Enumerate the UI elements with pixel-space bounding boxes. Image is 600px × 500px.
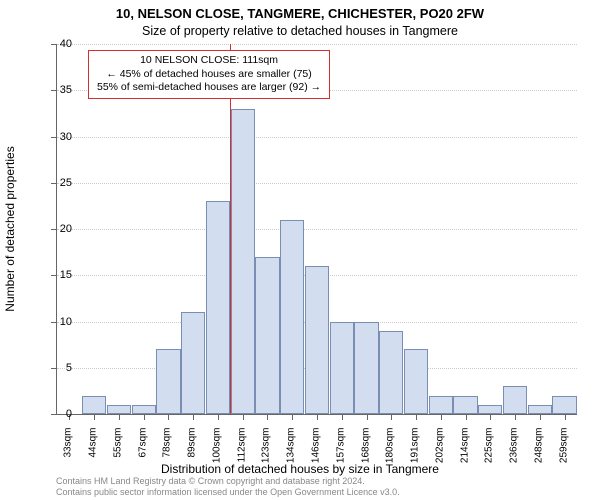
x-tick-label: 225sqm: [484, 428, 495, 478]
callout-line: ← 45% of detached houses are smaller (75…: [97, 68, 321, 82]
histogram-bar: [181, 312, 205, 414]
y-axis-title: Number of detached properties: [3, 146, 17, 311]
chart-title-sub: Size of property relative to detached ho…: [0, 24, 600, 38]
histogram-bar: [503, 386, 527, 414]
x-tick: [267, 414, 268, 420]
x-tick-label: 202sqm: [434, 428, 445, 478]
histogram-bar: [330, 322, 354, 415]
histogram-bar: [156, 349, 180, 414]
x-tick: [218, 414, 219, 420]
y-tick-label: 40: [48, 38, 72, 50]
x-tick-label: 134sqm: [286, 428, 297, 478]
x-tick: [119, 414, 120, 420]
histogram-bar: [453, 396, 477, 415]
x-tick: [317, 414, 318, 420]
x-tick-label: 180sqm: [385, 428, 396, 478]
y-tick-label: 25: [48, 177, 72, 189]
histogram-bar: [132, 405, 156, 414]
x-tick-label: 67sqm: [137, 428, 148, 478]
histogram-bar: [478, 405, 502, 414]
x-tick: [540, 414, 541, 420]
x-tick-label: 78sqm: [162, 428, 173, 478]
histogram-bar: [82, 396, 106, 415]
x-tick: [441, 414, 442, 420]
callout-line: 10 NELSON CLOSE: 111sqm: [97, 54, 321, 68]
x-tick-label: 157sqm: [335, 428, 346, 478]
histogram-bar: [305, 266, 329, 414]
gridline: [57, 183, 577, 184]
histogram-bar: [429, 396, 453, 415]
gridline: [57, 229, 577, 230]
x-tick-label: 33sqm: [63, 428, 74, 478]
gridline: [57, 44, 577, 45]
histogram-bar: [107, 405, 131, 414]
histogram-bar: [404, 349, 428, 414]
gridline: [57, 137, 577, 138]
x-tick: [342, 414, 343, 420]
callout-box: 10 NELSON CLOSE: 111sqm← 45% of detached…: [88, 50, 330, 99]
histogram-bar: [552, 396, 576, 415]
x-tick-label: 89sqm: [187, 428, 198, 478]
reference-line: [230, 44, 231, 414]
x-tick-label: 259sqm: [558, 428, 569, 478]
histogram-bar: [528, 405, 552, 414]
x-tick: [466, 414, 467, 420]
x-tick-label: 146sqm: [311, 428, 322, 478]
chart-title-main: 10, NELSON CLOSE, TANGMERE, CHICHESTER, …: [0, 6, 600, 21]
y-tick-label: 10: [48, 316, 72, 328]
histogram-bar: [280, 220, 304, 414]
x-tick-label: 112sqm: [236, 428, 247, 478]
x-tick-label: 214sqm: [459, 428, 470, 478]
footer-line-2: Contains public sector information licen…: [56, 487, 400, 498]
plot-area: [56, 44, 577, 415]
x-tick-label: 191sqm: [410, 428, 421, 478]
histogram-bar: [379, 331, 403, 414]
x-tick: [94, 414, 95, 420]
y-tick-label: 35: [48, 84, 72, 96]
callout-line: 55% of semi-detached houses are larger (…: [97, 81, 321, 95]
y-tick-label: 5: [48, 362, 72, 374]
chart-footer: Contains HM Land Registry data © Crown c…: [56, 476, 400, 498]
y-tick-label: 15: [48, 269, 72, 281]
histogram-bar: [231, 109, 255, 414]
x-tick-label: 100sqm: [211, 428, 222, 478]
x-tick: [565, 414, 566, 420]
x-tick: [292, 414, 293, 420]
x-tick: [367, 414, 368, 420]
histogram-bar: [255, 257, 279, 414]
x-tick-label: 55sqm: [112, 428, 123, 478]
x-tick-label: 168sqm: [360, 428, 371, 478]
y-tick-label: 0: [48, 408, 72, 420]
footer-line-1: Contains HM Land Registry data © Crown c…: [56, 476, 400, 487]
x-tick: [144, 414, 145, 420]
x-tick: [490, 414, 491, 420]
x-tick-label: 44sqm: [88, 428, 99, 478]
x-tick: [168, 414, 169, 420]
x-tick-label: 236sqm: [509, 428, 520, 478]
histogram-bar: [354, 322, 378, 415]
x-tick: [243, 414, 244, 420]
x-tick: [416, 414, 417, 420]
y-tick-label: 20: [48, 223, 72, 235]
y-tick-label: 30: [48, 131, 72, 143]
x-tick: [193, 414, 194, 420]
x-tick-label: 123sqm: [261, 428, 272, 478]
x-tick: [515, 414, 516, 420]
x-tick: [391, 414, 392, 420]
x-tick-label: 248sqm: [533, 428, 544, 478]
chart-container: 10, NELSON CLOSE, TANGMERE, CHICHESTER, …: [0, 0, 600, 500]
histogram-bar: [206, 201, 230, 414]
